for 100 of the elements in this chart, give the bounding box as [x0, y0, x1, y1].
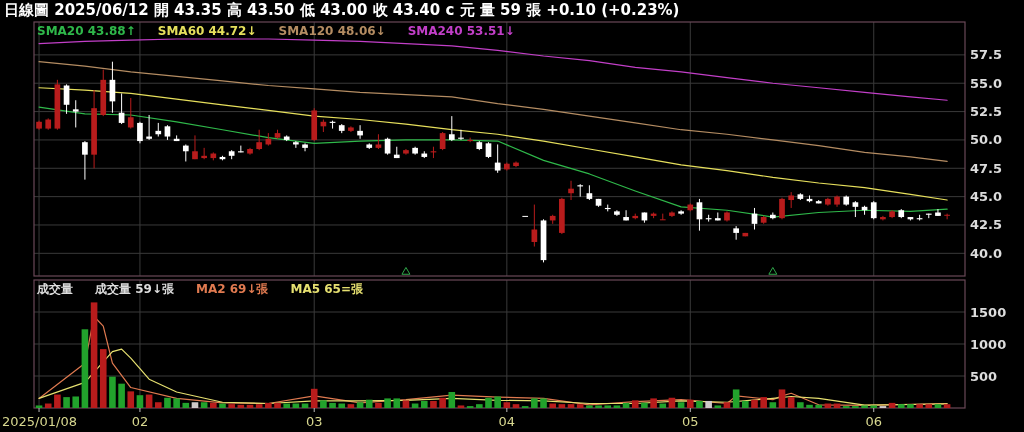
bar: [907, 404, 914, 408]
candlestick: [146, 114, 152, 141]
bar: [760, 397, 767, 408]
bar: [503, 402, 511, 408]
bar: [72, 396, 80, 408]
candlestick: [448, 115, 455, 142]
bar: [631, 400, 639, 408]
y-tick-label: 50.0: [970, 132, 1003, 148]
text: SMA120 48.06↓: [278, 24, 386, 38]
bar: [723, 402, 731, 408]
candlestick: [82, 140, 88, 181]
y-tick-label: 45.0: [970, 189, 1003, 205]
line-series: [38, 38, 948, 101]
y-tick-label: 47.5: [970, 160, 1003, 176]
bar: [393, 398, 401, 408]
text: SMA60 44.72↓: [157, 24, 257, 38]
bar: [558, 404, 566, 408]
bar: [430, 400, 437, 408]
series-label: SMA240 53.51↓: [407, 24, 515, 38]
bar: [136, 395, 144, 408]
candlestick: [935, 208, 941, 217]
bar: [54, 394, 61, 408]
y-tick-label: 55.0: [970, 75, 1003, 91]
candlestick: [513, 160, 519, 168]
bar: [943, 404, 951, 408]
bar: [861, 405, 868, 408]
candlestick: [293, 140, 299, 149]
bar: [191, 402, 199, 408]
bar: [576, 404, 584, 408]
bar: [347, 404, 355, 408]
bar: [448, 392, 456, 408]
bar: [420, 400, 428, 408]
bar: [35, 405, 43, 408]
candlestick: [623, 209, 629, 221]
candlestick: [127, 97, 134, 130]
bar: [567, 404, 575, 408]
x-tick-label: 02: [131, 414, 149, 429]
series-label: 成交量 59↓張: [94, 282, 175, 296]
bar: [265, 402, 272, 408]
bar: [815, 404, 822, 408]
bar: [255, 404, 263, 408]
candlestick: [733, 225, 739, 241]
bar: [154, 402, 162, 408]
bar: [677, 402, 685, 408]
legend-title: 成交量: [36, 282, 73, 296]
bar: [310, 388, 318, 408]
candlestick: [302, 142, 308, 152]
bar: [870, 405, 878, 408]
bar: [457, 405, 465, 408]
bar: [531, 398, 538, 408]
bar: [595, 405, 602, 408]
bar: [686, 399, 694, 408]
x-tick-label: 06: [865, 414, 883, 429]
x-tick-label: 2025/01/08: [2, 414, 77, 429]
bar: [934, 404, 942, 408]
text: MA5 65=張: [290, 282, 364, 296]
bar: [714, 405, 722, 408]
bar: [696, 400, 703, 408]
bar: [751, 399, 758, 408]
y-tick-label: 1500: [970, 304, 1007, 320]
bar: [778, 389, 786, 408]
candlestick: [669, 210, 675, 218]
bar: [118, 383, 125, 408]
bar: [173, 398, 180, 408]
x-tick-label: 04: [498, 414, 516, 429]
bar: [494, 396, 501, 408]
bar: [63, 397, 70, 408]
y-tick-label: 57.5: [970, 47, 1003, 63]
bar: [164, 397, 171, 408]
chart-title: 日線圖 2025/06/12 開 43.35 高 43.50 低 43.00 收 43.40 c 元 量 59 張 +0.10 (+0.23%): [4, 1, 680, 19]
y-tick-label: 52.5: [970, 104, 1003, 120]
bar: [320, 400, 327, 408]
bar: [787, 397, 795, 408]
line-series: [38, 61, 948, 163]
bar: [650, 398, 657, 408]
bar: [659, 403, 667, 408]
bar: [485, 397, 492, 408]
bar: [897, 404, 905, 408]
bar: [44, 403, 52, 408]
candlestick: [779, 197, 785, 220]
candlestick: [357, 124, 363, 140]
bar: [283, 403, 290, 408]
bar: [732, 389, 740, 408]
candlestick: [458, 129, 464, 141]
candlestick: [577, 183, 584, 198]
bar: [356, 402, 364, 408]
line-series: [38, 348, 948, 406]
bar: [604, 405, 612, 408]
bar: [210, 402, 217, 408]
candlestick: [494, 143, 501, 174]
bar: [384, 398, 391, 408]
candlestick: [137, 121, 143, 144]
bar: [228, 404, 235, 408]
line-series: [38, 87, 948, 201]
candlestick: [568, 180, 574, 201]
bar: [806, 404, 813, 408]
text: SMA20 43.88↑: [37, 24, 136, 38]
bar: [109, 376, 116, 408]
candlestick: [467, 137, 473, 143]
x-tick-label: 03: [305, 414, 323, 429]
